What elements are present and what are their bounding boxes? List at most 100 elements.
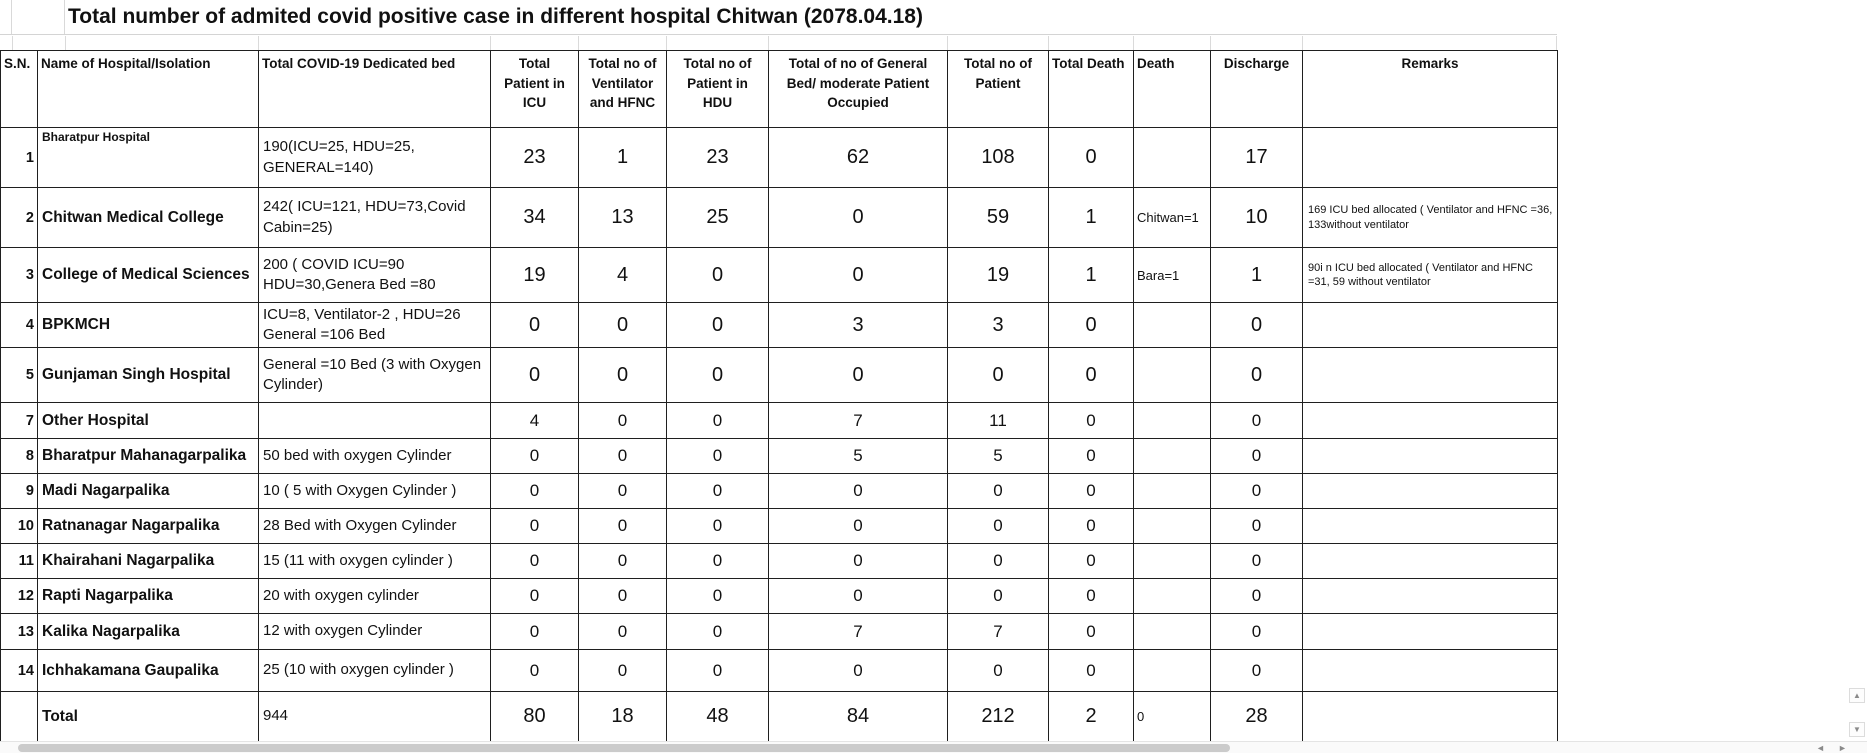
cell-total_death[interactable]: 1 [1048,247,1134,303]
column-header-beds[interactable]: Total COVID-19 Dedicated bed [258,50,491,128]
cell-ventilator[interactable]: 0 [578,438,667,474]
cell-icu[interactable]: 0 [490,508,579,544]
cell-sn[interactable]: 5 [0,347,38,403]
cell-total_death[interactable]: 1 [1048,187,1134,248]
cell-hdu[interactable]: 0 [666,508,769,544]
cell-total_death[interactable]: 0 [1048,127,1134,188]
cell-name[interactable]: Other Hospital [37,402,259,439]
cell-ventilator[interactable]: 13 [578,187,667,248]
cell-ventilator[interactable]: 0 [578,302,667,348]
cell-icu[interactable]: 0 [490,438,579,474]
cell-hdu[interactable]: 0 [666,247,769,303]
cell-discharge[interactable]: 0 [1210,402,1303,439]
cell-death[interactable] [1133,508,1211,544]
cell-ventilator[interactable]: 0 [578,578,667,614]
cell-death[interactable] [1133,473,1211,509]
cell-general[interactable]: 0 [768,649,948,692]
cell-hdu[interactable]: 0 [666,543,769,579]
horizontal-scrollbar[interactable]: ◄ ► [0,741,1867,753]
cell-sn[interactable]: 4 [0,302,38,348]
cell-beds[interactable] [258,402,491,439]
cell-icu[interactable]: 0 [490,473,579,509]
cell-remarks[interactable] [1302,347,1558,403]
grid-cell-empty[interactable] [12,0,65,34]
cell-general[interactable]: 0 [768,347,948,403]
cell-death[interactable] [1133,302,1211,348]
cell-name[interactable]: Gunjaman Singh Hospital [37,347,259,403]
total-cell-icu[interactable]: 80 [490,691,579,742]
cell-general[interactable]: 7 [768,402,948,439]
cell-total_death[interactable]: 0 [1048,578,1134,614]
cell-sn[interactable]: 7 [0,402,38,439]
cell-beds[interactable]: 200 ( COVID ICU=90 HDU=30,Genera Bed =80 [258,247,491,303]
cell-ventilator[interactable]: 0 [578,473,667,509]
cell-sn[interactable]: 8 [0,438,38,474]
cell-ventilator[interactable]: 1 [578,127,667,188]
cell-sn[interactable]: 3 [0,247,38,303]
cell-beds[interactable]: 242( ICU=121, HDU=73,Covid Cabin=25) [258,187,491,248]
cell-total_patient[interactable]: 7 [947,613,1049,650]
cell-icu[interactable]: 0 [490,347,579,403]
cell-remarks[interactable] [1302,508,1558,544]
cell-name[interactable]: BPKMCH [37,302,259,348]
cell-beds[interactable]: 50 bed with oxygen Cylinder [258,438,491,474]
cell-hdu[interactable]: 25 [666,187,769,248]
column-header-total_death[interactable]: Total Death [1048,50,1134,128]
cell-discharge[interactable]: 0 [1210,438,1303,474]
cell-name[interactable]: Bharatpur Hospital [37,127,259,188]
cell-ventilator[interactable]: 0 [578,543,667,579]
cell-ventilator[interactable]: 0 [578,649,667,692]
column-header-sn[interactable]: S.N. [0,50,38,128]
cell-sn[interactable]: 14 [0,649,38,692]
cell-name[interactable]: Madi Nagarpalika [37,473,259,509]
cell-total_patient[interactable]: 0 [947,347,1049,403]
cell-general[interactable]: 0 [768,247,948,303]
cell-total_patient[interactable]: 0 [947,473,1049,509]
cell-total_death[interactable]: 0 [1048,438,1134,474]
column-header-hdu[interactable]: Total no of Patient in HDU [666,50,769,128]
cell-death[interactable] [1133,543,1211,579]
cell-beds[interactable]: 190(ICU=25, HDU=25, GENERAL=140) [258,127,491,188]
cell-general[interactable]: 0 [768,473,948,509]
total-cell-beds[interactable]: 944 [258,691,491,742]
cell-remarks[interactable] [1302,613,1558,650]
cell-beds[interactable]: 20 with oxygen cylinder [258,578,491,614]
cell-remarks[interactable] [1302,438,1558,474]
cell-general[interactable]: 62 [768,127,948,188]
cell-discharge[interactable]: 0 [1210,347,1303,403]
cell-beds[interactable]: 10 ( 5 with Oxygen Cylinder ) [258,473,491,509]
cell-ventilator[interactable]: 0 [578,402,667,439]
cell-discharge[interactable]: 0 [1210,578,1303,614]
cell-total_patient[interactable]: 5 [947,438,1049,474]
cell-beds[interactable]: 12 with oxygen Cylinder [258,613,491,650]
cell-sn[interactable]: 11 [0,543,38,579]
cell-discharge[interactable]: 17 [1210,127,1303,188]
cell-sn[interactable]: 1 [0,127,38,188]
total-cell-name[interactable]: Total [37,691,259,742]
cell-death[interactable] [1133,402,1211,439]
scroll-up-icon[interactable]: ▲ [1849,688,1865,703]
scroll-right-icon[interactable]: ► [1838,743,1847,753]
cell-remarks[interactable] [1302,402,1558,439]
cell-remarks[interactable] [1302,649,1558,692]
cell-total_patient[interactable]: 108 [947,127,1049,188]
cell-general[interactable]: 0 [768,543,948,579]
cell-total_patient[interactable]: 59 [947,187,1049,248]
column-header-name[interactable]: Name of Hospital/Isolation [37,50,259,128]
cell-icu[interactable]: 4 [490,402,579,439]
grid-cell-empty[interactable] [0,0,12,34]
total-cell-death[interactable]: 0 [1133,691,1211,742]
cell-remarks[interactable] [1302,543,1558,579]
cell-icu[interactable]: 0 [490,649,579,692]
cell-death[interactable]: Bara=1 [1133,247,1211,303]
cell-death[interactable] [1133,438,1211,474]
cell-death[interactable] [1133,613,1211,650]
cell-hdu[interactable]: 23 [666,127,769,188]
cell-name[interactable]: College of Medical Sciences [37,247,259,303]
cell-name[interactable]: Rapti Nagarpalika [37,578,259,614]
cell-beds[interactable]: 15 (11 with oxygen cylinder ) [258,543,491,579]
column-header-ventilator[interactable]: Total no of Ventilator and HFNC [578,50,667,128]
cell-sn[interactable]: 10 [0,508,38,544]
cell-name[interactable]: Ratnanagar Nagarpalika [37,508,259,544]
cell-sn[interactable]: 12 [0,578,38,614]
